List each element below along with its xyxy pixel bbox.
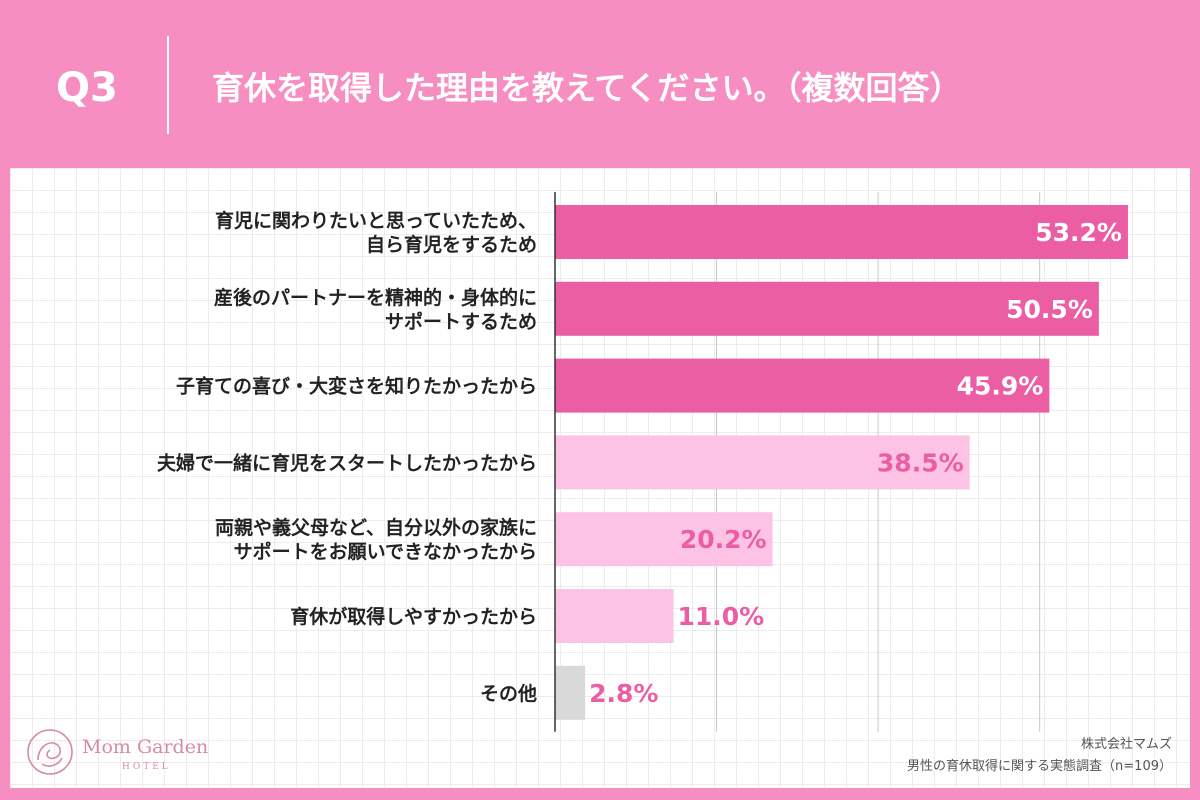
question-title: 育休を取得した理由を教えてください。（複数回答）	[212, 69, 962, 107]
bar	[555, 589, 674, 643]
logo-sub: HOTEL	[122, 762, 171, 772]
bar-value-label: 11.0%	[677, 602, 764, 631]
bar-value-label: 53.2%	[1035, 218, 1122, 247]
mom-garden-logo: Mom Garden HOTEL	[24, 726, 224, 782]
logo-name: Mom Garden	[82, 736, 209, 758]
category-label: サポートするため	[385, 310, 537, 333]
bar-value-label: 38.5%	[877, 448, 964, 477]
category-label: 夫婦で一緒に育児をスタートしたかったから	[157, 451, 537, 474]
header-divider	[167, 36, 169, 134]
bar	[555, 281, 1099, 336]
bar-value-label: 45.9%	[957, 372, 1044, 401]
category-label: 自ら育児をするため	[366, 233, 537, 256]
category-label: サポートをお願いできなかったから	[234, 540, 537, 563]
bar-value-label: 2.8%	[589, 679, 658, 708]
bar	[555, 435, 970, 490]
category-label: 両親や義父母など、自分以外の家族に	[215, 516, 537, 539]
bar-value-label: 50.5%	[1006, 295, 1093, 324]
footer: 株式会社マムズ 男性の育休取得に関する実態調査（n=109）	[752, 734, 1172, 778]
bar-chart: 53.2% 育児に関わりたいと思っていたため、自ら育児をするため 50.5% 産後のパ…	[157, 192, 1128, 732]
bar-value-label: 20.2%	[680, 525, 767, 554]
mom-garden-logo-icon	[27, 729, 73, 775]
footer-survey: 男性の育休取得に関する実態調査（n=109）	[907, 759, 1172, 774]
category-label: 子育ての喜び・大変さを知りたかったから	[176, 375, 537, 398]
bar	[555, 205, 1128, 259]
category-label: 産後のパートナーを精神的・身体的に	[214, 286, 537, 309]
question-number: Q3	[56, 65, 118, 111]
category-label: その他	[480, 682, 537, 705]
header: Q3 育休を取得した理由を教えてください。（複数回答）	[0, 0, 1200, 170]
footer-company: 株式会社マムズ	[1080, 737, 1172, 752]
bar	[555, 358, 1050, 413]
category-label: 育児に関わりたいと思っていたため、	[215, 209, 537, 232]
bar	[555, 512, 773, 567]
category-label: 育休が取得しやすかったから	[290, 605, 537, 628]
chart-panel: 53.2% 育児に関わりたいと思っていたため、 自ら育児をするため 50.5% 産後のパ…	[10, 168, 1190, 788]
bar	[555, 665, 586, 720]
